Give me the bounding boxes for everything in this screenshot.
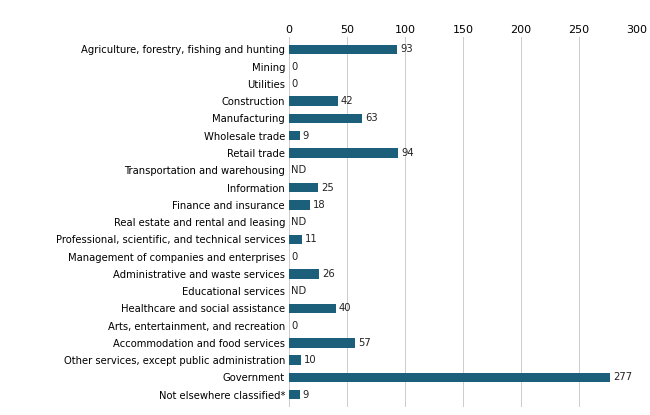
Text: 0: 0 xyxy=(291,79,297,89)
Text: 0: 0 xyxy=(291,62,297,72)
Text: 63: 63 xyxy=(365,113,378,124)
Text: 10: 10 xyxy=(304,355,317,365)
Text: 57: 57 xyxy=(358,338,371,348)
Text: ND: ND xyxy=(291,286,306,296)
Text: 277: 277 xyxy=(613,372,632,382)
Text: 93: 93 xyxy=(400,44,413,54)
Text: 18: 18 xyxy=(313,200,326,210)
Bar xyxy=(289,114,362,123)
Bar xyxy=(289,96,338,106)
Text: 0: 0 xyxy=(291,320,297,331)
Text: 9: 9 xyxy=(303,390,309,400)
Text: 11: 11 xyxy=(305,234,318,244)
Bar xyxy=(289,355,301,365)
Text: 25: 25 xyxy=(321,183,334,193)
Bar xyxy=(289,390,300,399)
Text: ND: ND xyxy=(291,165,306,175)
Bar xyxy=(289,269,319,278)
Bar xyxy=(289,338,356,348)
Text: 40: 40 xyxy=(339,303,351,313)
Text: ND: ND xyxy=(291,217,306,227)
Bar xyxy=(289,373,610,382)
Bar xyxy=(289,148,398,158)
Text: 0: 0 xyxy=(291,251,297,261)
Text: 42: 42 xyxy=(341,96,354,106)
Text: 94: 94 xyxy=(401,148,414,158)
Bar xyxy=(289,304,335,313)
Bar xyxy=(289,131,300,140)
Text: 26: 26 xyxy=(322,269,335,279)
Bar xyxy=(289,45,397,54)
Text: 9: 9 xyxy=(303,131,309,141)
Bar xyxy=(289,200,310,210)
Bar xyxy=(289,183,318,192)
Bar xyxy=(289,234,302,244)
